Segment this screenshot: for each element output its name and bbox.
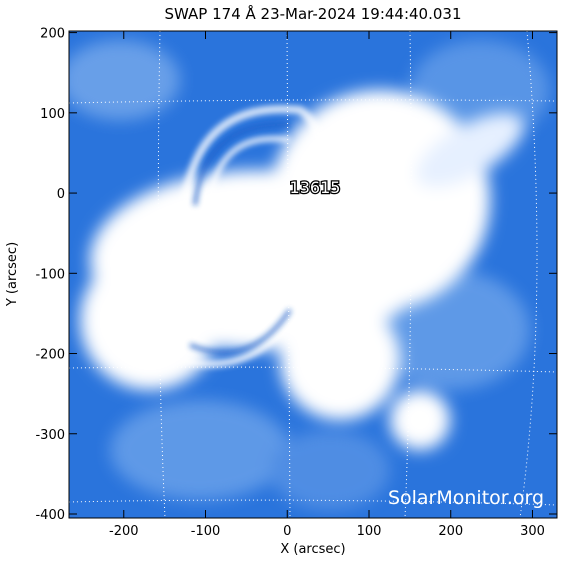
x-tick-label: -200 bbox=[109, 524, 139, 539]
watermark: SolarMonitor.org bbox=[388, 487, 544, 509]
region-label: 13615 bbox=[290, 178, 341, 197]
x-tick-label: -100 bbox=[191, 524, 221, 539]
y-tick-label: -100 bbox=[35, 267, 65, 282]
x-tick-label: 200 bbox=[438, 524, 463, 539]
y-tick-label: 0 bbox=[57, 187, 65, 202]
y-tick-label: 100 bbox=[40, 107, 65, 122]
coordinate-grid bbox=[69, 31, 557, 518]
plot-frame bbox=[68, 30, 558, 519]
y-axis-label: Y (arcsec) bbox=[5, 242, 20, 307]
y-tick-label: -400 bbox=[35, 508, 65, 523]
solar-image bbox=[69, 31, 557, 518]
x-axis-label: X (arcsec) bbox=[280, 542, 345, 557]
x-tick-label: 100 bbox=[357, 524, 382, 539]
chart-title: SWAP 174 Å 23-Mar-2024 19:44:40.031 bbox=[165, 4, 462, 23]
x-tick-label: 300 bbox=[520, 524, 545, 539]
x-tick-label: 0 bbox=[283, 524, 291, 539]
y-tick-label: -300 bbox=[35, 428, 65, 443]
y-tick-label: 200 bbox=[40, 27, 65, 42]
y-tick-label: -200 bbox=[35, 348, 65, 363]
